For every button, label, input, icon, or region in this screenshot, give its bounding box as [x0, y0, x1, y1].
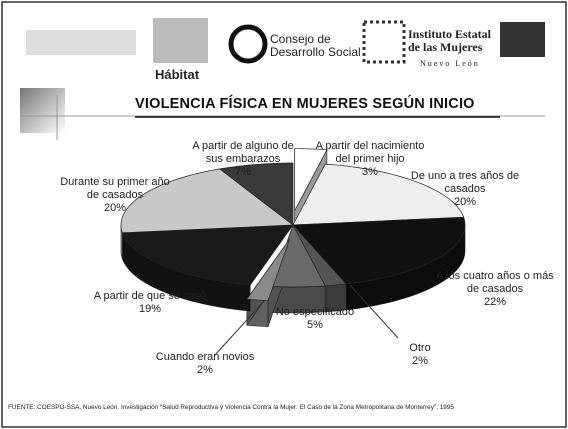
logo-text: Hábitat: [155, 67, 200, 82]
slice-label: Durante su primer año de casados 20%: [55, 176, 175, 215]
slice-label: Cuando eran novios 2%: [145, 351, 265, 377]
slice: [120, 168, 294, 234]
source: FUENTE: COESPO-SSA, Nuevo León. Investig…: [8, 404, 454, 411]
category-label: De uno a tres años de casados: [410, 170, 520, 195]
leader: [214, 299, 266, 356]
pie: [120, 148, 466, 327]
category-label: A partir de que se casó: [93, 290, 207, 302]
value-label: 19%: [138, 303, 162, 315]
logo-icon: [362, 20, 406, 64]
category-label: No especificado: [275, 306, 355, 318]
slice: [292, 163, 465, 226]
slice-label: Otro 2%: [360, 342, 480, 368]
slice: [292, 224, 347, 287]
slice: [121, 224, 294, 286]
slice-label: A partir de que se casó 19%: [90, 290, 210, 316]
logo-icon: [153, 18, 208, 63]
logo-icon: [26, 30, 136, 55]
slice: [292, 216, 466, 285]
value-label: 22%: [483, 296, 507, 308]
slice: [218, 162, 294, 226]
logo-text: Consejo de Desarrollo Social: [270, 32, 361, 59]
category-label: A partir del nacimiento del primer hijo: [315, 140, 425, 165]
value-label: 3%: [362, 166, 378, 178]
value-label: 5%: [307, 319, 323, 331]
value-label: 7%: [235, 166, 251, 178]
slice: [270, 224, 326, 288]
value-label: 2%: [197, 364, 213, 376]
category-label: Durante su primer año de casados: [60, 176, 170, 201]
category-label: A partir de alguno de sus embarazos: [192, 140, 294, 165]
category-label: A los cuatro años o más de casados: [436, 270, 554, 295]
slice-label: A partir del nacimiento del primer hijo 3…: [310, 140, 430, 179]
logo-text: Instituto Estatal de las Mujeres: [408, 27, 492, 54]
category-label: Otro: [409, 342, 431, 354]
value-label: 20%: [453, 196, 477, 208]
value-label: 20%: [103, 202, 127, 214]
category-label: Cuando eran novios: [155, 351, 255, 363]
value-label: 2%: [412, 355, 428, 367]
logo-text: Nuevo León: [420, 59, 480, 68]
decor: [20, 88, 65, 133]
leader: [349, 284, 399, 339]
slice-label: A partir de alguno de sus embarazos 7%: [183, 140, 303, 179]
slice-label: A los cuatro años o más de casados 22%: [435, 270, 555, 309]
slice: [294, 148, 328, 211]
slice-label: No especificado 5%: [255, 306, 375, 332]
chart-title: VIOLENCIA FÍSICA EN MUJERES SEGÚN INICIO: [135, 96, 475, 112]
slice-label: De uno a tres años de casados 20%: [405, 170, 525, 209]
logo-icon: [228, 24, 268, 64]
logo-icon: [500, 22, 545, 57]
